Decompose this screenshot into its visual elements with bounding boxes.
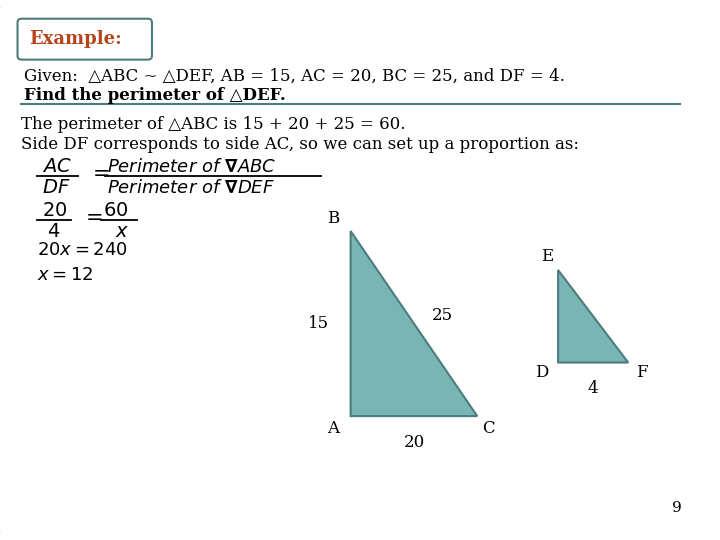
Text: Side DF corresponds to side AC, so we can set up a proportion as:: Side DF corresponds to side AC, so we ca… [22, 136, 580, 153]
FancyBboxPatch shape [17, 19, 152, 59]
Text: Example:: Example: [30, 30, 122, 48]
Text: $20x = 240$: $20x = 240$ [37, 241, 127, 259]
Text: $\mathit{4}$: $\mathit{4}$ [47, 223, 60, 241]
Text: 4: 4 [588, 380, 598, 397]
Text: 15: 15 [308, 315, 329, 332]
Text: D: D [535, 364, 549, 381]
FancyBboxPatch shape [0, 3, 705, 537]
Polygon shape [558, 270, 629, 362]
Text: $\mathit{Perimeter\ of\ \mathbf{\nabla}ABC}$: $\mathit{Perimeter\ of\ \mathbf{\nabla}A… [107, 158, 276, 176]
Text: $=$: $=$ [88, 163, 109, 182]
Text: 9: 9 [672, 502, 682, 516]
Text: Given:  △ABC ~ △DEF, AB = 15, AC = 20, BC = 25, and DF = 4.: Given: △ABC ~ △DEF, AB = 15, AC = 20, BC… [24, 68, 565, 84]
Text: E: E [541, 248, 553, 265]
Text: Find the perimeter of △DEF.: Find the perimeter of △DEF. [24, 87, 286, 104]
Text: $\mathit{20}$: $\mathit{20}$ [42, 202, 67, 220]
Text: The perimeter of △ABC is 15 + 20 + 25 = 60.: The perimeter of △ABC is 15 + 20 + 25 = … [22, 116, 406, 133]
Text: $\mathit{Perimeter\ of\ \mathbf{\nabla}DEF}$: $\mathit{Perimeter\ of\ \mathbf{\nabla}D… [107, 179, 275, 198]
Text: $\mathit{x}$: $\mathit{x}$ [115, 223, 129, 241]
Text: F: F [636, 364, 647, 381]
Text: C: C [482, 420, 495, 437]
Text: B: B [327, 210, 339, 227]
Text: $=$: $=$ [81, 207, 102, 226]
Text: 20: 20 [403, 434, 425, 450]
Polygon shape [351, 231, 477, 416]
Text: $\mathit{DF}$: $\mathit{DF}$ [42, 179, 71, 198]
Text: 25: 25 [431, 307, 453, 325]
Text: $x = 12$: $x = 12$ [37, 266, 94, 284]
Text: $\mathit{60}$: $\mathit{60}$ [103, 202, 129, 220]
Text: A: A [327, 420, 339, 437]
Text: $\mathit{AC}$: $\mathit{AC}$ [42, 158, 72, 176]
